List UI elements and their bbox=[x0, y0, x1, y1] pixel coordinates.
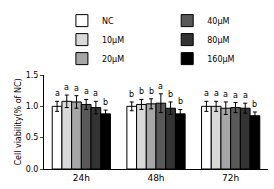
svg-text:a: a bbox=[64, 83, 69, 92]
svg-text:40μM: 40μM bbox=[207, 17, 229, 26]
svg-text:a: a bbox=[214, 89, 219, 98]
svg-text:a: a bbox=[158, 82, 163, 91]
svg-text:a: a bbox=[223, 90, 228, 99]
svg-text:b: b bbox=[129, 90, 134, 99]
svg-text:160μM: 160μM bbox=[207, 55, 234, 64]
svg-text:b: b bbox=[139, 87, 144, 96]
svg-text:NC: NC bbox=[102, 17, 114, 26]
svg-text:b: b bbox=[178, 97, 183, 106]
svg-text:b: b bbox=[252, 100, 257, 109]
svg-text:10μM: 10μM bbox=[102, 36, 124, 45]
svg-text:48h: 48h bbox=[147, 173, 164, 183]
svg-text:a: a bbox=[55, 89, 60, 98]
svg-text:24h: 24h bbox=[73, 173, 90, 183]
svg-text:80μM: 80μM bbox=[207, 36, 229, 45]
svg-text:b: b bbox=[149, 87, 154, 96]
svg-text:a: a bbox=[74, 84, 79, 93]
svg-text:b: b bbox=[168, 90, 173, 99]
svg-text:0.5: 0.5 bbox=[26, 133, 39, 142]
svg-text:b: b bbox=[103, 98, 108, 107]
svg-text:1.0: 1.0 bbox=[26, 102, 39, 111]
svg-text:Cell viability(% of NC): Cell viability(% of NC) bbox=[14, 78, 23, 165]
svg-text:20μM: 20μM bbox=[102, 55, 124, 64]
svg-text:a: a bbox=[84, 87, 89, 96]
svg-text:0.0: 0.0 bbox=[26, 165, 39, 174]
svg-text:a: a bbox=[243, 91, 248, 100]
svg-text:a: a bbox=[204, 89, 209, 98]
svg-text:a: a bbox=[93, 89, 98, 98]
svg-text:1.5: 1.5 bbox=[26, 71, 39, 80]
svg-text:a: a bbox=[233, 91, 238, 100]
svg-text:72h: 72h bbox=[222, 173, 239, 183]
